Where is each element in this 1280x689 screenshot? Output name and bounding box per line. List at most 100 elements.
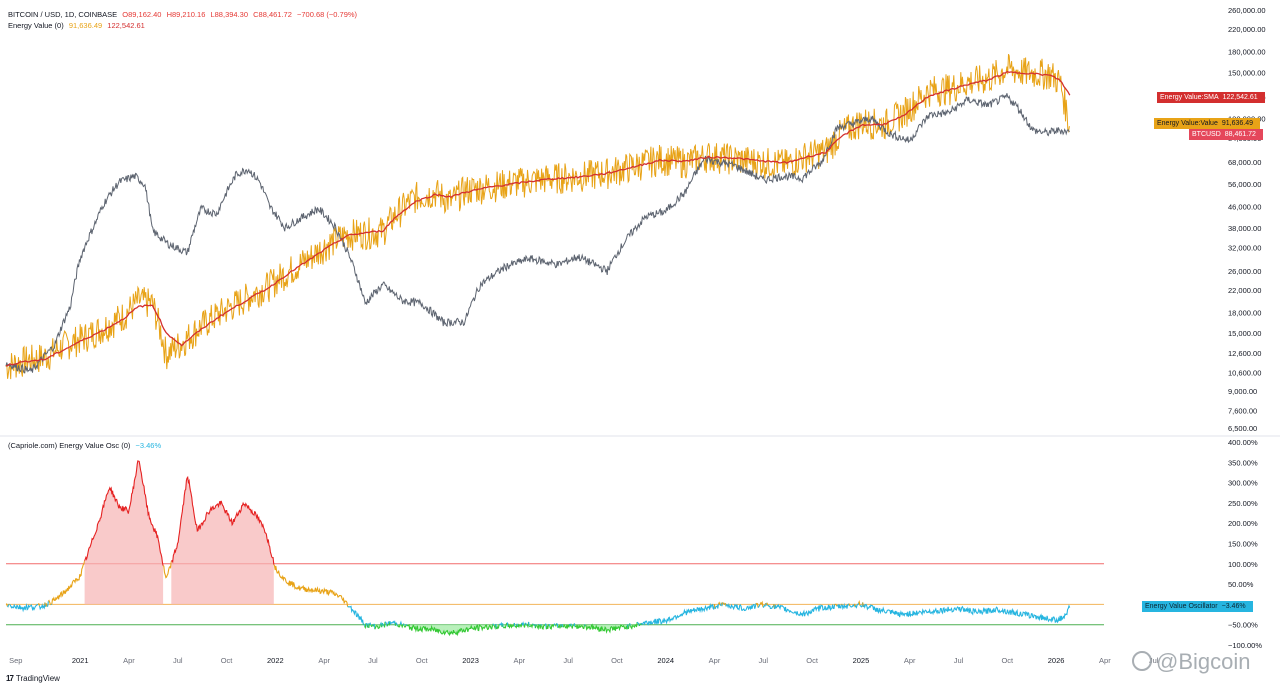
osc-line-segment [859, 602, 864, 608]
time-axis-tick-label: 2025 [853, 656, 870, 665]
osc-line-segment [544, 623, 547, 630]
osc-axis-tick-label: 350.00% [1228, 458, 1258, 467]
osc-line-segment [37, 602, 41, 606]
osc-line-segment [862, 603, 1071, 624]
osc-line-segment [51, 560, 86, 605]
osc-line-segment [570, 623, 573, 627]
price-axis-tick-label: 260,000.00 [1228, 6, 1266, 15]
osc-line-segment [406, 623, 494, 637]
open-value: O89,162.40 [122, 10, 162, 19]
time-axis-tick-label: 2023 [462, 656, 479, 665]
time-axis-tick-label: Jul [173, 656, 183, 665]
osc-oversold-fill [628, 623, 630, 629]
osc-line-segment [762, 603, 767, 608]
osc-axis-tick-label: 250.00% [1228, 499, 1258, 508]
osc-line-segment [397, 624, 401, 628]
osc-axis-tick-label: 50.00% [1228, 580, 1254, 589]
time-axis-tick-label: 2024 [657, 656, 674, 665]
time-axis-tick-label: Apr [123, 656, 135, 665]
osc-line-segment [526, 621, 530, 629]
btc-tag-label: BTCUSD [1192, 131, 1221, 138]
osc-line-segment [5, 603, 8, 607]
osc-line-segment [858, 600, 861, 606]
osc-line-segment [395, 622, 398, 627]
price-axis-tick-label: 46,000.00 [1228, 202, 1261, 211]
osc-name[interactable]: (Capriole.com) Energy Value Osc (0) [8, 441, 131, 450]
change-value: −700.68 (−0.79%) [297, 10, 358, 19]
time-axis-tick-label: Apr [709, 656, 721, 665]
osc-line-segment [519, 622, 523, 628]
osc-line-segment [383, 621, 386, 628]
osc-line-segment [50, 603, 53, 606]
osc-line-segment [528, 621, 530, 627]
tv-brand-text: TradingView [15, 674, 60, 683]
time-axis-tick-label: Apr [318, 656, 330, 665]
watermark-text: @Bigcoin [1156, 649, 1251, 674]
btc-price-tag: BTCUSD 88,461.72 [1189, 129, 1263, 140]
btc-tag-value: 88,461.72 [1224, 131, 1256, 138]
btc-price-line [5, 93, 1070, 374]
indicator-name[interactable]: Energy Value (0) [8, 21, 64, 30]
osc-overbought-fill [84, 461, 164, 605]
osc-line-segment [507, 622, 515, 629]
osc-line-segment [848, 603, 851, 606]
osc-line-segment [347, 605, 364, 625]
osc-line-segment [403, 624, 407, 628]
tradingview-logo[interactable]: 17 TradingView [6, 674, 60, 683]
time-axis-tick-label: Apr [513, 656, 525, 665]
energy-value-line [5, 54, 1070, 380]
osc-price-tag: Energy Value Oscillator −3.46% [1142, 601, 1253, 612]
osc-line-segment [368, 624, 370, 628]
osc-line-segment [554, 623, 558, 627]
osc-line-segment [399, 620, 403, 625]
osc-line-segment [545, 623, 550, 630]
osc-line-segment [502, 622, 508, 629]
osc-line-segment [523, 622, 526, 628]
time-axis-tick-label: Oct [416, 656, 429, 665]
watermark: @Bigcoin [1132, 649, 1251, 675]
osc-line-segment [722, 602, 726, 605]
price-axis-tick-label: 15,000.00 [1228, 329, 1261, 338]
price-axis-tick-label: 26,000.00 [1228, 267, 1261, 276]
price-axis-tick-label: 68,000.00 [1228, 158, 1261, 167]
sma-price-tag: Energy Value:SMA 122,542.61 [1157, 92, 1265, 103]
osc-line-segment [629, 623, 631, 626]
price-axis-tick-label: 18,000.00 [1228, 309, 1261, 318]
osc-line-segment [541, 624, 546, 631]
osc-line-segment [757, 604, 761, 608]
osc-axis-tick-label: 100.00% [1228, 560, 1258, 569]
osc-axis-tick-label: 150.00% [1228, 540, 1258, 549]
osc-axis-tick-label: 200.00% [1228, 519, 1258, 528]
indicator-sma: 122,542.61 [107, 21, 145, 30]
osc-line-segment [557, 624, 562, 629]
osc-line-segment [540, 624, 543, 626]
osc-line-segment [584, 623, 629, 634]
osc-line-segment [725, 602, 757, 612]
sma-tag-label: Energy Value:SMA [1160, 94, 1219, 101]
osc-line-segment [403, 623, 405, 627]
symbol-title: BITCOIN / USD, 1D, COINBASE [8, 10, 118, 19]
osc-line-segment [389, 620, 396, 626]
osc-line-segment [529, 623, 534, 629]
osc-axis-tick-label: 300.00% [1228, 479, 1258, 488]
price-header: BITCOIN / USD, 1D, COINBASE O89,162.40 H… [8, 10, 360, 19]
value-tag-value: 91,636.49 [1221, 120, 1253, 127]
osc-line-segment [7, 603, 10, 608]
osc-line-segment [571, 624, 574, 629]
price-axis-tick-label: 22,000.00 [1228, 286, 1261, 295]
time-axis-tick-label: Oct [611, 656, 624, 665]
osc-line-segment [562, 623, 571, 630]
osc-line-segment [773, 603, 836, 617]
osc-overbought-fill [171, 477, 274, 605]
osc-line-segment [517, 623, 521, 629]
osc-line-segment [535, 624, 538, 626]
energy-sma-line [5, 70, 1071, 367]
osc-line-segment [549, 624, 555, 630]
osc-line-segment [493, 623, 497, 630]
osc-line-segment [548, 624, 551, 627]
time-axis-tick-label: Jul [954, 656, 964, 665]
osc-line-segment [502, 623, 504, 628]
osc-line-segment [8, 603, 10, 606]
price-axis-tick-label: 56,000.00 [1228, 180, 1261, 189]
